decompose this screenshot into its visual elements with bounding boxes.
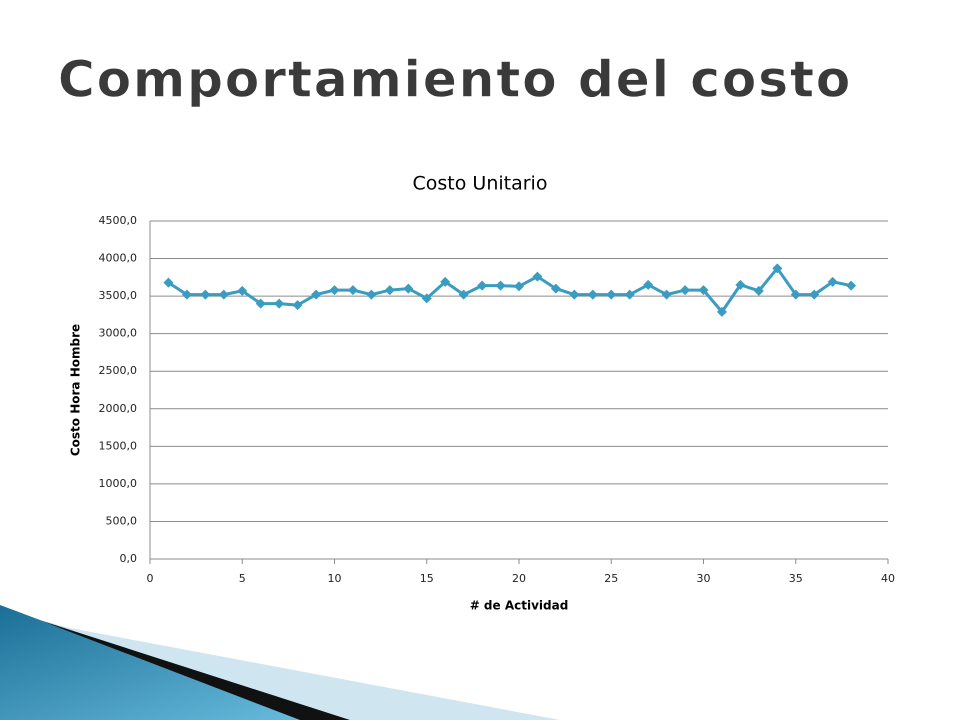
marker [477, 280, 488, 291]
marker [514, 281, 524, 292]
marker [347, 285, 358, 296]
y-tick-label: 500,0 [106, 514, 138, 527]
marker [384, 285, 395, 296]
y-tick-label: 3000,0 [99, 327, 138, 340]
decoration [40, 620, 560, 720]
marker [237, 285, 248, 296]
marker [624, 289, 635, 300]
marker [403, 283, 414, 294]
x-axis-label: # de Actividad [470, 599, 569, 613]
x-tick-label: 30 [697, 572, 711, 585]
marker [274, 298, 285, 309]
decoration [45, 622, 350, 720]
slide-title: Comportamiento del costo [58, 51, 852, 109]
marker [772, 263, 783, 274]
decoration [0, 605, 350, 720]
y-axis-label: Costo Hora Hombre [69, 324, 83, 456]
x-tick-label: 15 [420, 572, 434, 585]
y-tick-label: 2500,0 [99, 364, 138, 377]
marker [643, 279, 654, 290]
marker [458, 289, 469, 300]
x-tick-label: 40 [881, 572, 895, 585]
marker [181, 289, 192, 300]
marker [606, 289, 617, 300]
marker [311, 289, 322, 300]
y-tick-label: 3500,0 [99, 289, 138, 302]
line [167, 266, 852, 314]
x-tick-label: 5 [239, 572, 246, 585]
y-tick-label: 4500,0 [99, 214, 138, 227]
marker [569, 289, 580, 300]
marker [292, 300, 303, 311]
marker [661, 289, 672, 300]
x-tick-label: 10 [328, 572, 342, 585]
marker [255, 298, 266, 309]
marker [550, 283, 561, 294]
marker [790, 289, 801, 300]
marker [421, 293, 432, 304]
x-tick-label: 0 [147, 572, 154, 585]
y-tick-label: 2000,0 [99, 402, 138, 415]
y-tick-label: 4000,0 [99, 252, 138, 265]
marker [827, 276, 838, 287]
marker [495, 280, 506, 291]
marker [366, 289, 377, 300]
marker [698, 285, 709, 296]
marker [200, 289, 211, 300]
x-tick-label: 25 [604, 572, 618, 585]
marker [163, 277, 174, 288]
x-tick-label: 20 [512, 572, 526, 585]
y-tick-label: 1000,0 [99, 477, 138, 490]
marker [753, 285, 764, 296]
marker [440, 276, 451, 287]
marker [680, 285, 691, 296]
marker [735, 279, 746, 290]
marker [587, 289, 598, 300]
marker [846, 280, 857, 291]
marker [329, 285, 340, 296]
marker [809, 289, 820, 300]
marker [532, 271, 543, 282]
y-tick-label: 1500,0 [99, 439, 138, 452]
chart-title: Costo Unitario [413, 173, 548, 195]
marker [218, 289, 229, 300]
y-tick-label: 0,0 [120, 552, 138, 565]
marker [716, 306, 727, 317]
x-tick-label: 35 [789, 572, 803, 585]
